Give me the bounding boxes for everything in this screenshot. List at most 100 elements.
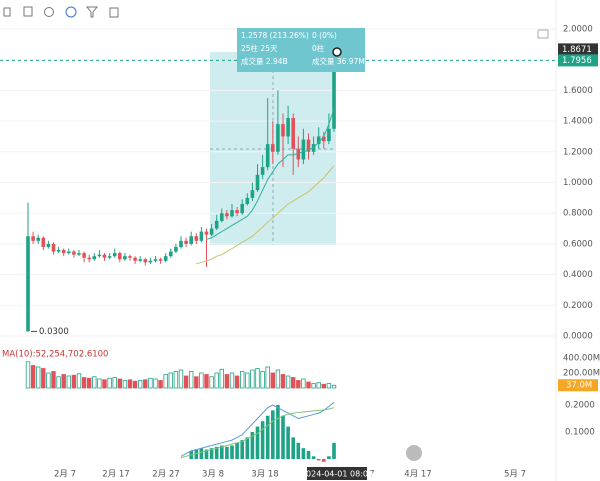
volume-bar bbox=[81, 377, 87, 389]
cursor-date: 2024-04-01 08:00 bbox=[301, 470, 373, 479]
tool-icon[interactable] bbox=[3, 7, 11, 17]
macd-bar bbox=[301, 448, 306, 459]
volume-tick-label: 400.00M bbox=[563, 354, 600, 364]
y-tick-label: 2.0000 bbox=[563, 25, 593, 35]
tool-icon[interactable] bbox=[109, 7, 119, 18]
volume-bar bbox=[290, 377, 296, 389]
dea-line bbox=[180, 407, 335, 459]
price-tag bbox=[558, 54, 598, 67]
candle-body bbox=[36, 237, 40, 241]
volume-bar bbox=[275, 369, 281, 389]
y-tick-label: 0.0000 bbox=[563, 332, 593, 342]
candle-body bbox=[148, 260, 153, 263]
volume-bar bbox=[194, 376, 199, 389]
candle-body bbox=[199, 231, 204, 241]
macd-bar bbox=[271, 410, 275, 459]
candle-body bbox=[143, 259, 148, 263]
macd-bar bbox=[194, 449, 199, 459]
macd-bar bbox=[245, 437, 250, 459]
volume-bar bbox=[41, 368, 46, 389]
macd-bar bbox=[214, 446, 219, 459]
x-tick-label: 3月 18 bbox=[251, 470, 278, 480]
tooltip-text: 成交量 2.94B bbox=[241, 56, 288, 66]
candle-body bbox=[46, 243, 51, 247]
candle-body bbox=[301, 139, 306, 160]
price-tag-text: 1.8671 bbox=[562, 45, 592, 55]
volume-bar bbox=[245, 372, 250, 389]
x-tick-label: 2月 27 bbox=[152, 470, 179, 480]
candle-body bbox=[316, 136, 321, 145]
tool-icon[interactable] bbox=[85, 6, 99, 18]
volume-bar bbox=[204, 374, 209, 389]
macd-bar bbox=[322, 459, 326, 462]
candle-body bbox=[291, 118, 295, 149]
volume-bar bbox=[153, 378, 158, 389]
tooltip-text: 0 (0%) bbox=[312, 31, 337, 40]
candle-body bbox=[327, 128, 331, 142]
candle-body bbox=[276, 124, 280, 152]
cursor-dot bbox=[332, 47, 342, 57]
candle-body bbox=[184, 240, 188, 244]
toolbar bbox=[3, 6, 549, 39]
candle-body bbox=[128, 256, 132, 258]
macd-tick-label: 0.2000 bbox=[565, 401, 595, 411]
volume-bar bbox=[25, 361, 31, 389]
volume-bar bbox=[87, 377, 92, 389]
volume-bar bbox=[56, 376, 61, 389]
volume-bar bbox=[178, 369, 184, 389]
candle-body bbox=[235, 210, 239, 214]
price-tag-text: 1.7956 bbox=[562, 56, 592, 66]
dif-line bbox=[180, 401, 335, 457]
candle-body bbox=[255, 174, 260, 191]
candle-body bbox=[214, 220, 219, 229]
volume-bar bbox=[107, 377, 112, 389]
macd-bar bbox=[230, 445, 234, 459]
volume-bar bbox=[331, 384, 337, 389]
macd-bar bbox=[209, 448, 214, 459]
candle-body bbox=[92, 256, 97, 260]
candle-body bbox=[41, 237, 46, 247]
tooltip-text: 成交量 36.97M bbox=[312, 56, 365, 66]
volume-bar bbox=[127, 379, 133, 389]
volume-bar bbox=[188, 371, 194, 389]
candle-body bbox=[102, 254, 107, 258]
candle-body bbox=[179, 240, 183, 247]
tool-icon[interactable] bbox=[44, 7, 54, 17]
volume-bar bbox=[46, 372, 51, 389]
volume-bar bbox=[270, 372, 275, 389]
volume-bar bbox=[112, 377, 117, 389]
candle-body bbox=[296, 148, 301, 160]
expand-icon[interactable] bbox=[537, 29, 549, 39]
tool-icon[interactable] bbox=[23, 6, 33, 17]
volume-bar bbox=[234, 375, 240, 389]
watermark-icon bbox=[406, 445, 422, 461]
tool-icon[interactable] bbox=[65, 6, 77, 18]
candle-body bbox=[56, 250, 61, 252]
volume-bar bbox=[306, 381, 311, 389]
volume-bar bbox=[61, 374, 66, 389]
volume-bar bbox=[173, 371, 179, 389]
candle-body bbox=[67, 251, 71, 254]
candle-body bbox=[204, 231, 209, 235]
candle-body bbox=[240, 203, 244, 214]
volume-bar bbox=[260, 371, 265, 389]
x-tick-label: 7 bbox=[369, 470, 374, 480]
price-tag bbox=[558, 43, 598, 56]
candle-body bbox=[245, 197, 250, 204]
volume-bar bbox=[280, 374, 286, 389]
candle-body bbox=[107, 256, 112, 258]
volume-bar bbox=[36, 366, 41, 389]
macd-bar bbox=[286, 426, 290, 459]
volume-bar bbox=[296, 380, 301, 389]
volume-bar bbox=[143, 379, 148, 389]
candle-body bbox=[265, 144, 270, 168]
candle-body bbox=[138, 259, 142, 261]
volume-bar bbox=[219, 368, 224, 389]
cursor-date-box bbox=[307, 467, 367, 480]
y-tick-label: 0.8000 bbox=[563, 209, 593, 219]
macd-bar bbox=[260, 421, 265, 459]
volume-bar bbox=[285, 375, 291, 389]
candle-body bbox=[51, 243, 56, 252]
tooltip-text: 1.2578 (213.26%) bbox=[241, 31, 309, 40]
